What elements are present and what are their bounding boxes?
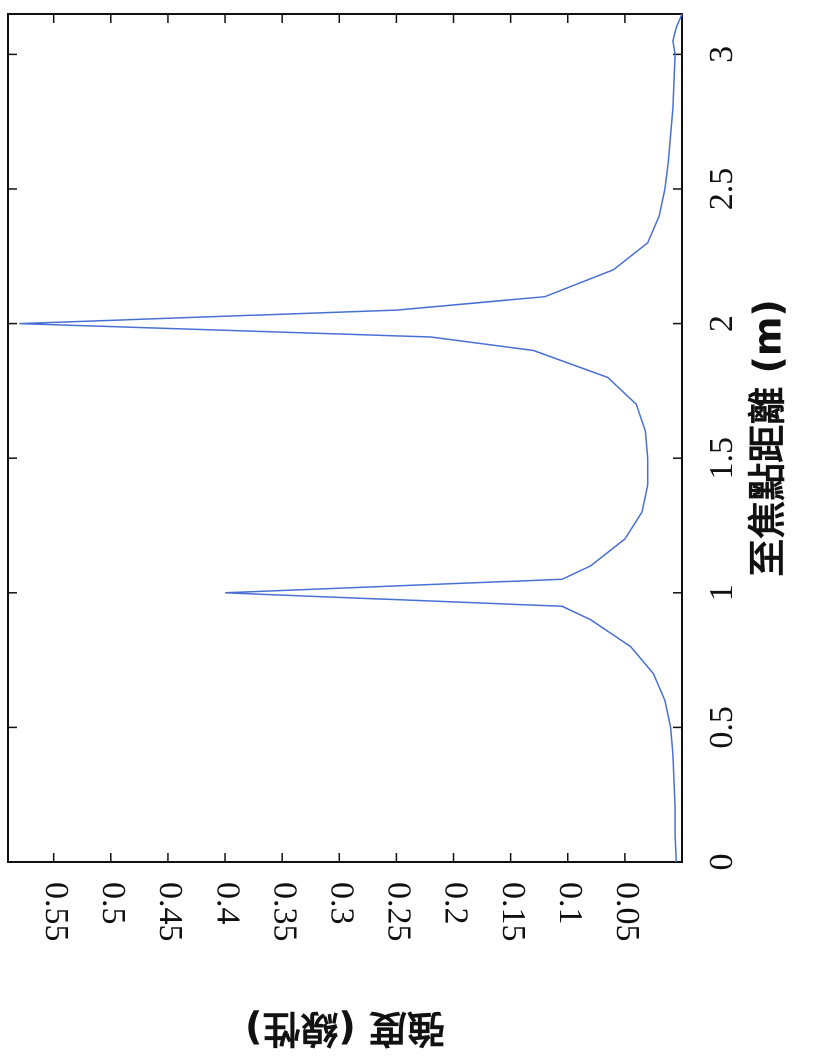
x-axis-ticks: 0 0.5 1 1.5 2 2.5 3 <box>8 46 740 871</box>
plot-frame <box>7 13 683 863</box>
y-tick-label: 0.05 <box>609 882 646 942</box>
y-tick-label: 0.15 <box>495 882 532 942</box>
y-tick-label: 0.55 <box>38 882 75 942</box>
y-tick-label: 0.1 <box>552 882 589 925</box>
x-tick-label: 1.5 <box>703 437 740 480</box>
x-tick-label: 0 <box>703 854 740 871</box>
y-tick-label: 0.4 <box>209 882 246 925</box>
x-tick-label: 0.5 <box>703 706 740 749</box>
x-tick-label: 2 <box>703 315 740 332</box>
x-tick-label: 1 <box>703 584 740 601</box>
y-tick-label: 0.5 <box>95 882 132 925</box>
x-tick-label: 2.5 <box>703 168 740 211</box>
series-line <box>19 13 683 863</box>
y-axis-ticks: 0.05 0.1 0.15 0.2 0.25 0.3 0.35 0.4 0.45 0.5 0.55 <box>38 14 646 942</box>
x-axis-label: 至焦點距離 (m) <box>746 299 790 577</box>
y-tick-label: 0.3 <box>323 882 360 925</box>
x-tick-label: 3 <box>703 46 740 63</box>
y-tick-label: 0.45 <box>152 882 189 942</box>
y-tick-label: 0.35 <box>266 882 303 942</box>
y-axis-label: 強度 (線性) <box>245 1007 445 1051</box>
y-tick-label: 0.25 <box>381 882 418 942</box>
y-tick-label: 0.2 <box>438 882 475 925</box>
